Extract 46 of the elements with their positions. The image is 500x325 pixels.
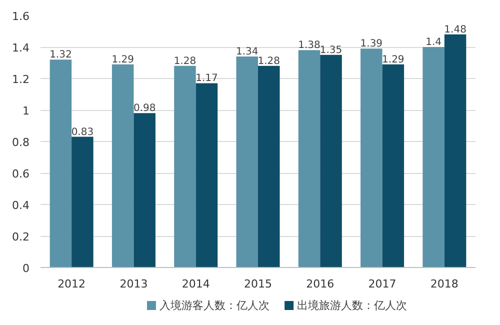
- bar: [112, 64, 134, 268]
- bar: [196, 83, 218, 268]
- bar: [50, 60, 72, 268]
- data-label: 1.28: [258, 56, 280, 67]
- x-tick-label: 2017: [368, 278, 396, 290]
- bar: [174, 66, 196, 268]
- data-label: 1.32: [50, 50, 72, 61]
- y-tick-label: 0.2: [12, 230, 30, 244]
- y-tick-label: 1: [22, 104, 30, 118]
- data-label: 1.17: [196, 73, 218, 84]
- bar: [134, 113, 156, 268]
- y-tick-label: 0: [22, 262, 30, 275]
- data-label: 0.98: [133, 103, 156, 114]
- y-tick-label: 1.2: [12, 73, 30, 86]
- y-tick-label: 0.6: [12, 168, 30, 180]
- x-tick-label: 2016: [306, 278, 334, 290]
- bar: [444, 34, 466, 268]
- bar: [72, 136, 94, 268]
- data-label: 1.29: [112, 54, 134, 66]
- bar: [422, 47, 444, 268]
- bar: [320, 54, 342, 268]
- bar: [360, 48, 382, 268]
- x-tick-label: 2012: [58, 278, 86, 290]
- legend-label: 入境游客人数：亿人次: [159, 299, 270, 312]
- x-tick-label: 2013: [120, 278, 148, 290]
- y-tick-label: 0.4: [12, 199, 30, 212]
- data-label: 1.39: [360, 38, 383, 50]
- data-label: 1.4: [426, 37, 442, 48]
- legend-label: 出境旅游人数：亿人次: [297, 299, 408, 312]
- y-tick-label: 0.8: [12, 136, 30, 149]
- data-label: 0.83: [71, 126, 94, 138]
- data-label: 1.35: [320, 44, 342, 56]
- x-tick-label: 2014: [182, 278, 210, 290]
- bar: [258, 66, 280, 268]
- data-label: 1.38: [298, 40, 320, 52]
- data-label: 1.34: [236, 46, 258, 58]
- bar: [236, 56, 258, 268]
- x-tick-label: 2018: [430, 278, 458, 290]
- bar: [382, 64, 404, 268]
- data-label: 1.29: [382, 54, 404, 66]
- y-tick-label: 1.6: [12, 10, 30, 23]
- x-tick-label: 2015: [244, 278, 272, 290]
- bar: [298, 50, 320, 268]
- y-tick-label: 1.4: [12, 42, 30, 54]
- data-label: 1.48: [444, 24, 466, 36]
- data-label: 1.28: [174, 56, 196, 67]
